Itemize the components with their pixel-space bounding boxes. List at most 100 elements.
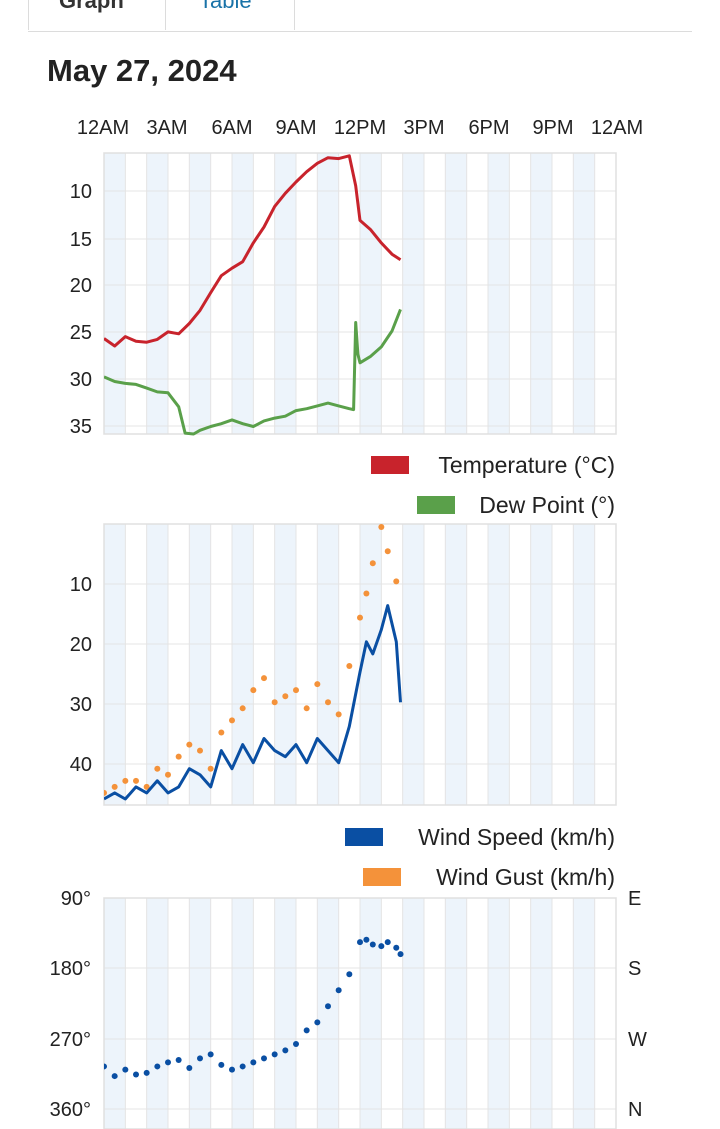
wind-direction-point (197, 1055, 203, 1062)
wind-gust-point (261, 675, 267, 682)
hour-band (573, 153, 595, 434)
wind-direction-point (218, 1061, 225, 1068)
wind-gust-point (229, 717, 235, 724)
plot-frame (103, 897, 617, 1129)
y-tick-label: 90° (61, 888, 91, 910)
chart-panel-1 (103, 152, 617, 436)
wind-direction-point (293, 1040, 299, 1047)
hour-band (104, 524, 126, 805)
wind-gust-point (271, 699, 278, 706)
dew-point-line (104, 308, 402, 436)
hour-band (274, 898, 296, 1129)
tab-graph-label: Graph (59, 0, 124, 13)
hour-band (488, 524, 510, 805)
legend-temperature-label: Temperature (°C) (438, 452, 615, 478)
hour-band (530, 524, 552, 805)
wind-gust-point (357, 614, 363, 621)
wind-direction-point (229, 1066, 235, 1073)
temperature-line (104, 154, 402, 348)
wind-gust-point (325, 699, 331, 706)
wind-direction-point (393, 944, 400, 951)
legend-wind-gust-label: Wind Gust (km/h) (436, 864, 615, 890)
legend-wind-speed-swatch (345, 828, 383, 846)
time-axis-label: 9AM (275, 117, 316, 139)
wind-gust-point (363, 590, 370, 597)
hour-band (445, 524, 467, 805)
tab-graph[interactable]: Graph (28, 0, 166, 30)
wind-gust-point (133, 777, 139, 784)
compass-axis-label: S (628, 958, 641, 980)
hour-band (360, 898, 382, 1129)
wind-gust-point (314, 681, 321, 688)
wind-gust-point (104, 789, 107, 796)
time-axis-label: 12AM (77, 117, 129, 139)
wind-direction-point (143, 1069, 150, 1076)
time-axis-label: 6AM (211, 117, 252, 139)
hour-band (488, 153, 510, 434)
time-axis-label: 12AM (591, 117, 643, 139)
wind-direction-point (357, 939, 363, 946)
chart-panel-3 (103, 897, 617, 1129)
hour-band (274, 524, 296, 805)
plot-frame (103, 152, 617, 435)
y-tick-label: 30 (70, 369, 92, 391)
wind-gust-point (207, 765, 214, 772)
legend-temperature-swatch (371, 456, 409, 474)
wind-gust-point (393, 578, 400, 585)
plot-frame (103, 523, 617, 806)
hour-band (104, 153, 126, 434)
wind-direction-point (261, 1055, 267, 1062)
wind-gust-point (165, 771, 171, 778)
hour-band (402, 153, 424, 434)
wind-gust-point (303, 705, 310, 712)
hour-band (360, 524, 382, 805)
wind-direction-point (239, 1063, 246, 1070)
hour-band (189, 524, 211, 805)
hour-band (445, 898, 467, 1129)
y-tick-label: 20 (70, 634, 92, 656)
compass-axis-label: W (628, 1029, 647, 1051)
wind-direction-point (186, 1065, 193, 1072)
wind-gust-point (111, 783, 118, 790)
wind-gust-point (197, 747, 203, 754)
legend-wind-gust-swatch (363, 868, 401, 886)
wind-gust-point (239, 705, 246, 712)
hour-band (232, 153, 254, 434)
wind-gust-point (218, 729, 225, 736)
wind-gust-point (335, 711, 342, 718)
hour-band (530, 898, 552, 1129)
wind-direction-point (133, 1071, 139, 1078)
hour-band (317, 898, 339, 1129)
wind-gust-point (369, 560, 376, 567)
wind-speed-line (104, 604, 402, 801)
hour-band (146, 524, 168, 805)
date-title: May 27, 2024 (47, 53, 237, 88)
time-axis-label: 9PM (532, 117, 573, 139)
tab-table[interactable]: Table (165, 0, 295, 30)
wind-direction-point (111, 1073, 118, 1080)
y-tick-label: 40 (70, 754, 92, 776)
time-axis-label: 3PM (403, 117, 444, 139)
wind-direction-point (165, 1059, 171, 1066)
wind-direction-point (154, 1063, 161, 1070)
wind-gust-point (293, 687, 299, 694)
chart-panel-2 (103, 523, 617, 806)
wind-gust-point (186, 741, 193, 748)
wind-direction-point (271, 1051, 278, 1058)
y-tick-label: 360° (50, 1099, 91, 1121)
y-tick-label: 20 (70, 275, 92, 297)
hour-band (360, 153, 382, 434)
wind-direction-point (378, 943, 385, 950)
wind-gust-point (154, 765, 161, 772)
hour-band (317, 153, 339, 434)
wind-direction-point (303, 1027, 310, 1034)
tab-table-label: Table (199, 0, 252, 13)
legend-dew-point-swatch (417, 496, 455, 514)
hour-band (232, 898, 254, 1129)
hour-band (189, 898, 211, 1129)
wind-direction-point (250, 1059, 257, 1066)
wind-direction-point (346, 971, 353, 978)
wind-gust-point (175, 753, 182, 760)
hour-band (317, 524, 339, 805)
